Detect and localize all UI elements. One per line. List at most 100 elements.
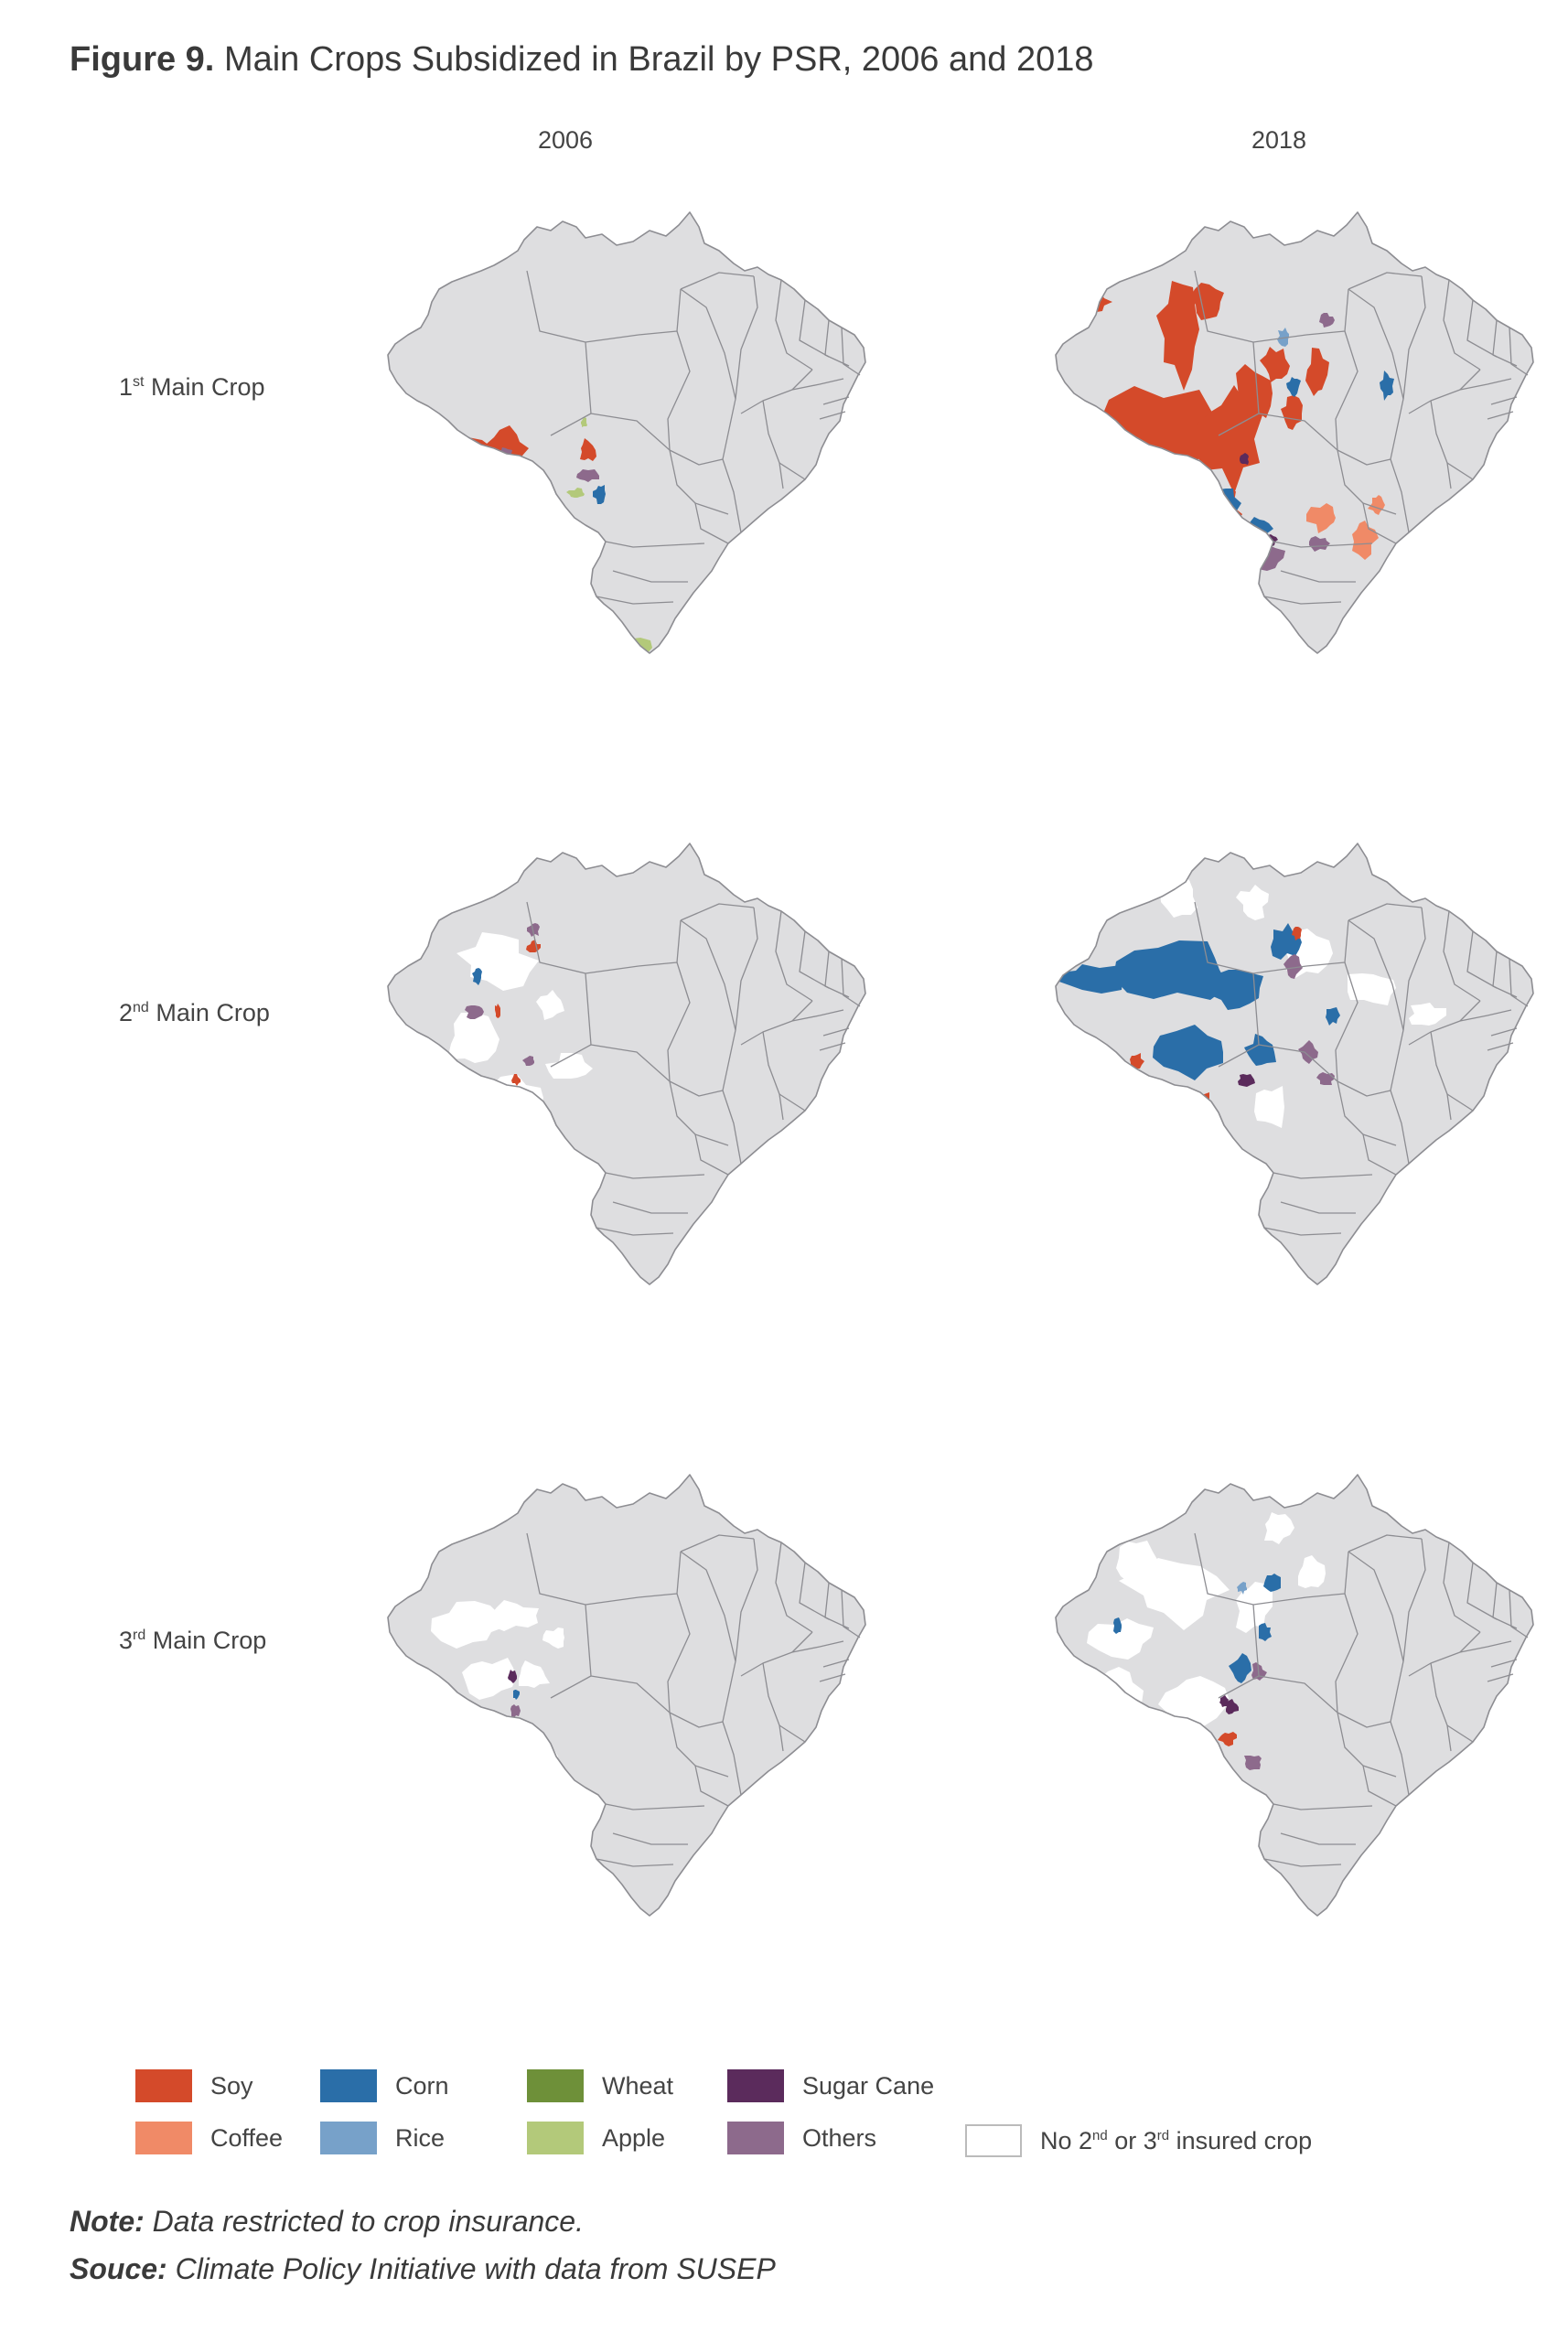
state-border	[1335, 962, 1359, 1082]
region-none	[424, 1087, 468, 1123]
state-border	[1430, 1031, 1452, 1121]
state-border	[612, 570, 688, 583]
state-border	[1362, 1133, 1397, 1176]
state-border	[722, 1090, 742, 1165]
region-others	[1200, 1235, 1226, 1253]
region-soy	[1164, 1836, 1187, 1853]
figure-title: Figure 9. Main Crops Subsidized in Brazi…	[70, 40, 1093, 80]
state-border	[841, 327, 861, 376]
region-others	[576, 551, 594, 564]
legend-label-corn: Corn	[395, 2071, 449, 2100]
region-others	[1283, 954, 1303, 979]
state-borders	[526, 901, 861, 1236]
legend-label-none: No 2nd or 3rd insured crop	[1040, 2126, 1313, 2154]
region-none	[1119, 1558, 1230, 1630]
state-border	[722, 458, 742, 533]
region-corn	[1206, 1767, 1233, 1789]
region-none	[475, 1119, 522, 1152]
state-border	[680, 272, 755, 290]
region-others	[489, 1749, 503, 1758]
legend-label-apple: Apple	[602, 2123, 666, 2152]
region-none	[542, 1628, 564, 1649]
region-others	[497, 1099, 510, 1109]
state-border	[824, 319, 850, 367]
brazil-outline	[387, 843, 866, 1285]
state-border	[526, 901, 639, 974]
region-corn	[1056, 964, 1141, 994]
legend-wheat: Wheat	[527, 2068, 673, 2104]
map-2018-1st-crop	[1055, 211, 1534, 654]
state-borders	[1194, 270, 1529, 605]
region-soy	[1130, 1053, 1144, 1069]
state-border	[1390, 1721, 1410, 1796]
region-others	[576, 469, 599, 482]
state-border	[1348, 1534, 1423, 1552]
region-none	[1348, 973, 1396, 1005]
state-border	[1443, 910, 1481, 1002]
state-border	[612, 1201, 688, 1214]
state-border	[1335, 330, 1359, 451]
state-border	[762, 400, 784, 489]
region-corn	[1326, 1007, 1340, 1026]
region-rice	[1153, 1223, 1177, 1248]
state-border	[779, 1724, 806, 1743]
state-border	[1490, 396, 1518, 405]
region-none	[519, 1660, 550, 1688]
state-border	[1194, 1532, 1307, 1606]
state-border	[791, 1631, 813, 1653]
source: Souce: Climate Policy Initiative with da…	[70, 2252, 776, 2286]
state-border	[791, 1000, 813, 1022]
state-border	[1430, 1662, 1452, 1752]
state-border	[667, 330, 691, 451]
region-others	[464, 1757, 475, 1767]
state-border	[1509, 958, 1529, 1007]
state-border	[669, 1080, 729, 1146]
source-label: Souce:	[70, 2252, 167, 2285]
state-border	[1459, 1000, 1481, 1022]
state-border	[1443, 279, 1481, 371]
region-none	[461, 1724, 515, 1758]
region-none	[1236, 885, 1269, 920]
region-soy	[511, 1074, 521, 1086]
state-border	[1390, 1090, 1410, 1165]
region-soy	[1165, 619, 1220, 653]
region-wheat	[1167, 1169, 1225, 1197]
region-others	[510, 1704, 521, 1718]
state-border	[1273, 1803, 1373, 1810]
region-others	[1216, 1166, 1256, 1194]
region-rice	[1138, 650, 1176, 653]
state-border	[791, 369, 813, 391]
brazil-base-shape	[388, 1475, 865, 1916]
note: Note: Data restricted to crop insurance.	[70, 2205, 584, 2239]
state-border	[1390, 458, 1410, 533]
state-border	[596, 1227, 674, 1236]
state-border	[1362, 1765, 1397, 1807]
region-wheat	[1192, 618, 1250, 647]
brazil-outline	[387, 211, 866, 654]
state-border	[735, 1538, 758, 1662]
legend-swatch-corn	[320, 2069, 377, 2102]
brazil-outline	[387, 1474, 866, 1917]
state-border	[735, 907, 758, 1031]
state-border	[775, 1542, 813, 1633]
state-border	[1362, 502, 1397, 544]
state-border	[735, 275, 758, 400]
legend-swatch-others	[727, 2122, 784, 2154]
state-border	[1263, 1858, 1342, 1867]
row-header-3rd: 3rd Main Crop	[119, 1627, 267, 1654]
state-border	[822, 396, 850, 405]
state-border	[779, 462, 806, 480]
state-border	[694, 1133, 729, 1176]
region-sugar-cane	[1219, 1695, 1229, 1707]
state-border	[1443, 1542, 1481, 1633]
region-others	[1298, 1040, 1318, 1064]
region-soy	[580, 438, 596, 461]
region-others	[548, 624, 567, 639]
state-border	[1446, 1093, 1474, 1112]
region-none	[492, 1600, 539, 1631]
state-border	[1459, 369, 1481, 391]
region-soy	[524, 543, 559, 568]
region-corn	[1380, 371, 1394, 401]
legend-swatch-coffee	[135, 2122, 192, 2154]
region-corn	[1153, 1025, 1223, 1080]
